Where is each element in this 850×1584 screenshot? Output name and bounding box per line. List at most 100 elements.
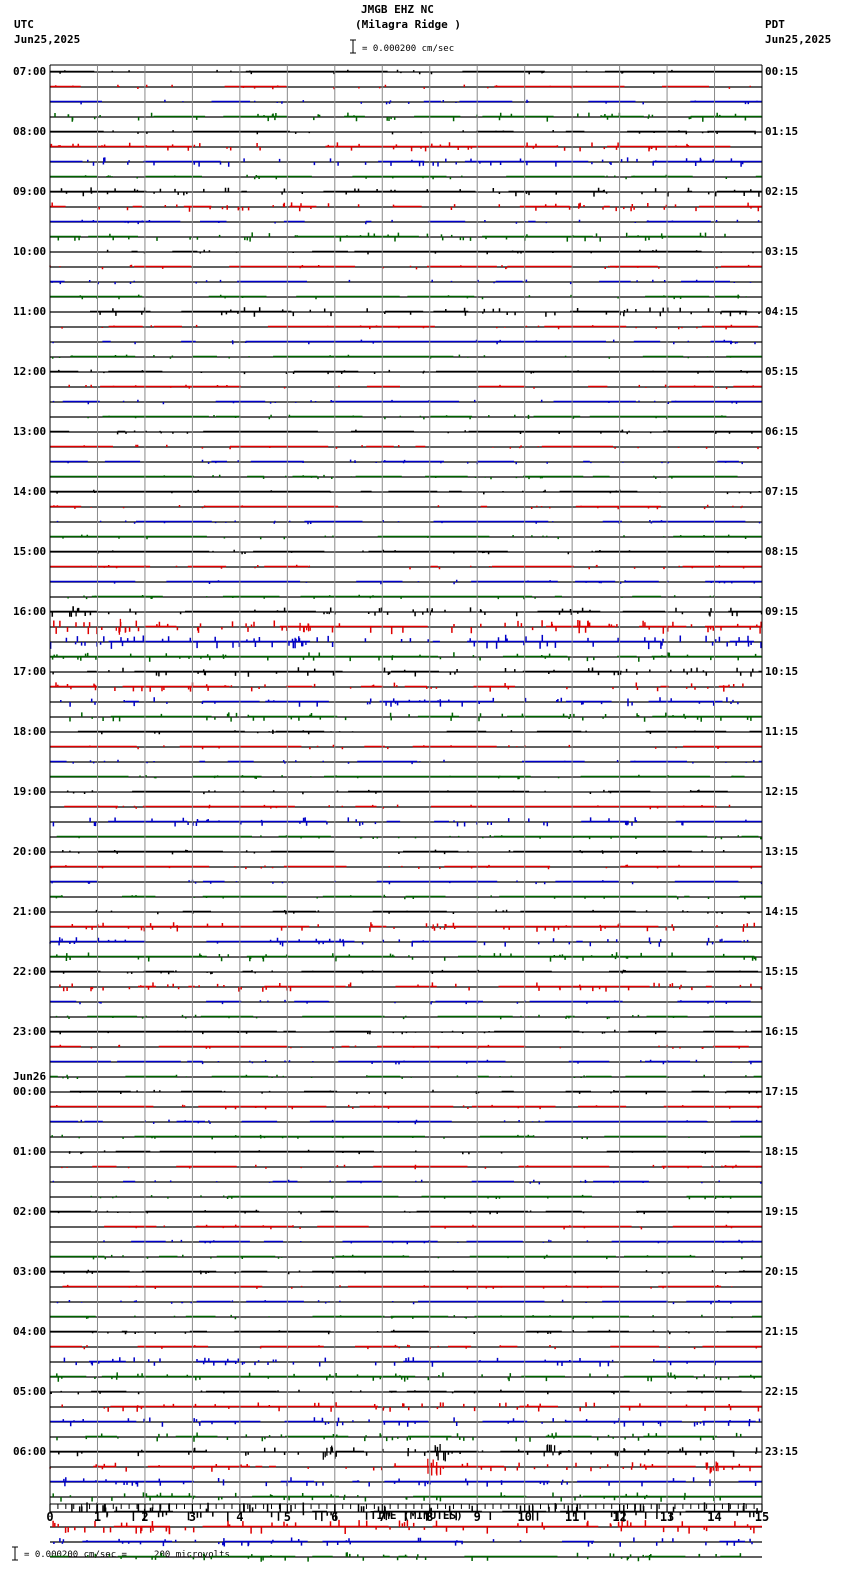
trace-signal xyxy=(50,294,747,300)
trace-signal xyxy=(49,1462,762,1472)
trace-signal xyxy=(63,1357,762,1367)
trace-signal xyxy=(50,444,759,450)
right-date: Jun25,2025 xyxy=(765,33,832,46)
trace-signal xyxy=(67,594,762,600)
utc-hour-label: 17:00 xyxy=(13,665,47,678)
trace-signal xyxy=(53,1537,753,1547)
utc-hour-label: 08:00 xyxy=(13,125,47,138)
trace-signal xyxy=(60,697,739,707)
trace-signal xyxy=(77,729,762,735)
trace-signal xyxy=(64,804,731,810)
trace-signal xyxy=(50,969,759,975)
x-tick-label: 15 xyxy=(755,1510,769,1524)
trace-signal xyxy=(50,174,762,180)
pdt-hour-label: 08:15 xyxy=(765,545,799,558)
trace-signal xyxy=(50,474,738,480)
utc-hour-label: 07:00 xyxy=(13,65,47,78)
trace-signal xyxy=(55,1014,762,1020)
pdt-hour-label: 12:15 xyxy=(765,785,799,798)
trace-signal xyxy=(50,369,762,375)
left-date: Jun25,2025 xyxy=(14,33,81,46)
trace-signal xyxy=(56,520,761,525)
x-tick-label: 9 xyxy=(474,1510,481,1524)
utc-hour-label: 00:00 xyxy=(13,1085,47,1098)
trace-signal xyxy=(50,429,762,435)
utc-hour-label: 22:00 xyxy=(13,965,47,978)
trace-signal xyxy=(106,249,754,255)
trace-signal xyxy=(69,712,762,722)
pdt-hour-label: 09:15 xyxy=(765,605,799,618)
pdt-hour-label: 20:15 xyxy=(765,1265,799,1278)
utc-hour-label: 18:00 xyxy=(13,725,47,738)
x-tick-label: 13 xyxy=(660,1510,674,1524)
trace-signal xyxy=(56,1432,742,1442)
trace-signal xyxy=(49,264,762,270)
utc-hour-label: 20:00 xyxy=(13,845,47,858)
trace-signal xyxy=(50,99,762,105)
x-tick-label: 8 xyxy=(426,1510,433,1524)
trace-signal xyxy=(50,130,756,135)
utc-hour-label: 05:00 xyxy=(13,1385,47,1398)
x-tick-label: 7 xyxy=(379,1510,386,1524)
seismic-event xyxy=(427,1458,442,1476)
footer-scale-note: = 0.000200 cm/sec = 200 microvolts xyxy=(24,1550,230,1560)
trace-signal xyxy=(50,682,744,692)
trace-signal xyxy=(50,1254,762,1260)
pdt-hour-label: 17:15 xyxy=(765,1085,799,1098)
trace-signal xyxy=(50,744,762,750)
trace-signal xyxy=(90,307,760,317)
x-tick-label: 1 xyxy=(94,1510,101,1524)
x-tick-label: 4 xyxy=(236,1510,243,1524)
trace-signal xyxy=(61,1402,762,1412)
trace-signal xyxy=(68,1149,750,1155)
x-tick-label: 14 xyxy=(707,1510,721,1524)
left-timezone: UTC xyxy=(14,18,34,31)
pdt-hour-label: 13:15 xyxy=(765,845,799,858)
pdt-hour-label: 23:15 xyxy=(765,1445,799,1458)
trace-signal xyxy=(51,1134,762,1140)
trace-signal xyxy=(50,1417,761,1427)
pdt-hour-label: 01:15 xyxy=(765,125,799,138)
trace-signal xyxy=(50,1552,742,1562)
trace-signal xyxy=(50,1269,762,1275)
trace-signal xyxy=(52,667,762,677)
utc-hour-label: 06:00 xyxy=(13,1445,47,1458)
trace-signal xyxy=(62,1284,733,1290)
utc-hour-label: 01:00 xyxy=(13,1145,47,1158)
utc-hour-label: 10:00 xyxy=(13,245,47,258)
trace-signal xyxy=(95,909,750,915)
x-tick-label: 0 xyxy=(46,1510,53,1524)
utc-hour-label: 13:00 xyxy=(13,425,47,438)
pdt-hour-label: 14:15 xyxy=(765,905,799,918)
trace-signal xyxy=(50,1029,762,1035)
trace-signal xyxy=(53,620,762,635)
x-tick-label: 5 xyxy=(284,1510,291,1524)
pdt-hour-label: 18:15 xyxy=(765,1145,799,1158)
pdt-hour-label: 00:15 xyxy=(765,65,799,78)
trace-signal xyxy=(52,339,756,345)
utc-hour-label: 12:00 xyxy=(13,365,47,378)
trace-signal xyxy=(52,1179,762,1185)
trace-signal xyxy=(68,384,762,390)
trace-signal xyxy=(69,1089,763,1095)
trace-signal xyxy=(50,999,751,1005)
pdt-hour-label: 21:15 xyxy=(765,1325,799,1338)
pdt-hour-label: 11:15 xyxy=(765,725,799,738)
x-tick-label: 12 xyxy=(612,1510,626,1524)
x-tick-label: 6 xyxy=(331,1510,338,1524)
pdt-hour-label: 06:15 xyxy=(765,425,799,438)
date-change-label: Jun26 xyxy=(13,1070,47,1083)
trace-signal xyxy=(50,1372,762,1382)
trace-signal xyxy=(50,84,751,90)
trace-signal xyxy=(50,1059,762,1065)
x-tick-label: 2 xyxy=(141,1510,148,1524)
trace-signal xyxy=(61,1164,762,1170)
utc-hour-label: 02:00 xyxy=(13,1205,47,1218)
pdt-hour-label: 15:15 xyxy=(765,965,799,978)
trace-signal xyxy=(50,1389,742,1395)
seismic-event xyxy=(709,1461,719,1474)
utc-hour-label: 23:00 xyxy=(13,1025,47,1038)
utc-hour-label: 11:00 xyxy=(13,305,47,318)
trace-signal xyxy=(104,1224,762,1230)
seismic-event xyxy=(299,622,311,632)
